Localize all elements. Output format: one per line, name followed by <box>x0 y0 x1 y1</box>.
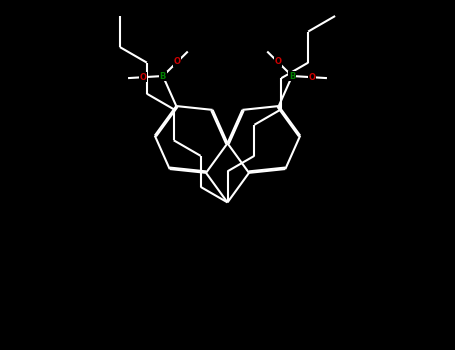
Text: B: B <box>289 71 295 80</box>
Text: B: B <box>160 71 166 80</box>
Text: O: O <box>274 57 281 66</box>
Text: O: O <box>139 73 146 82</box>
Text: O: O <box>174 57 181 66</box>
Text: O: O <box>309 73 316 82</box>
